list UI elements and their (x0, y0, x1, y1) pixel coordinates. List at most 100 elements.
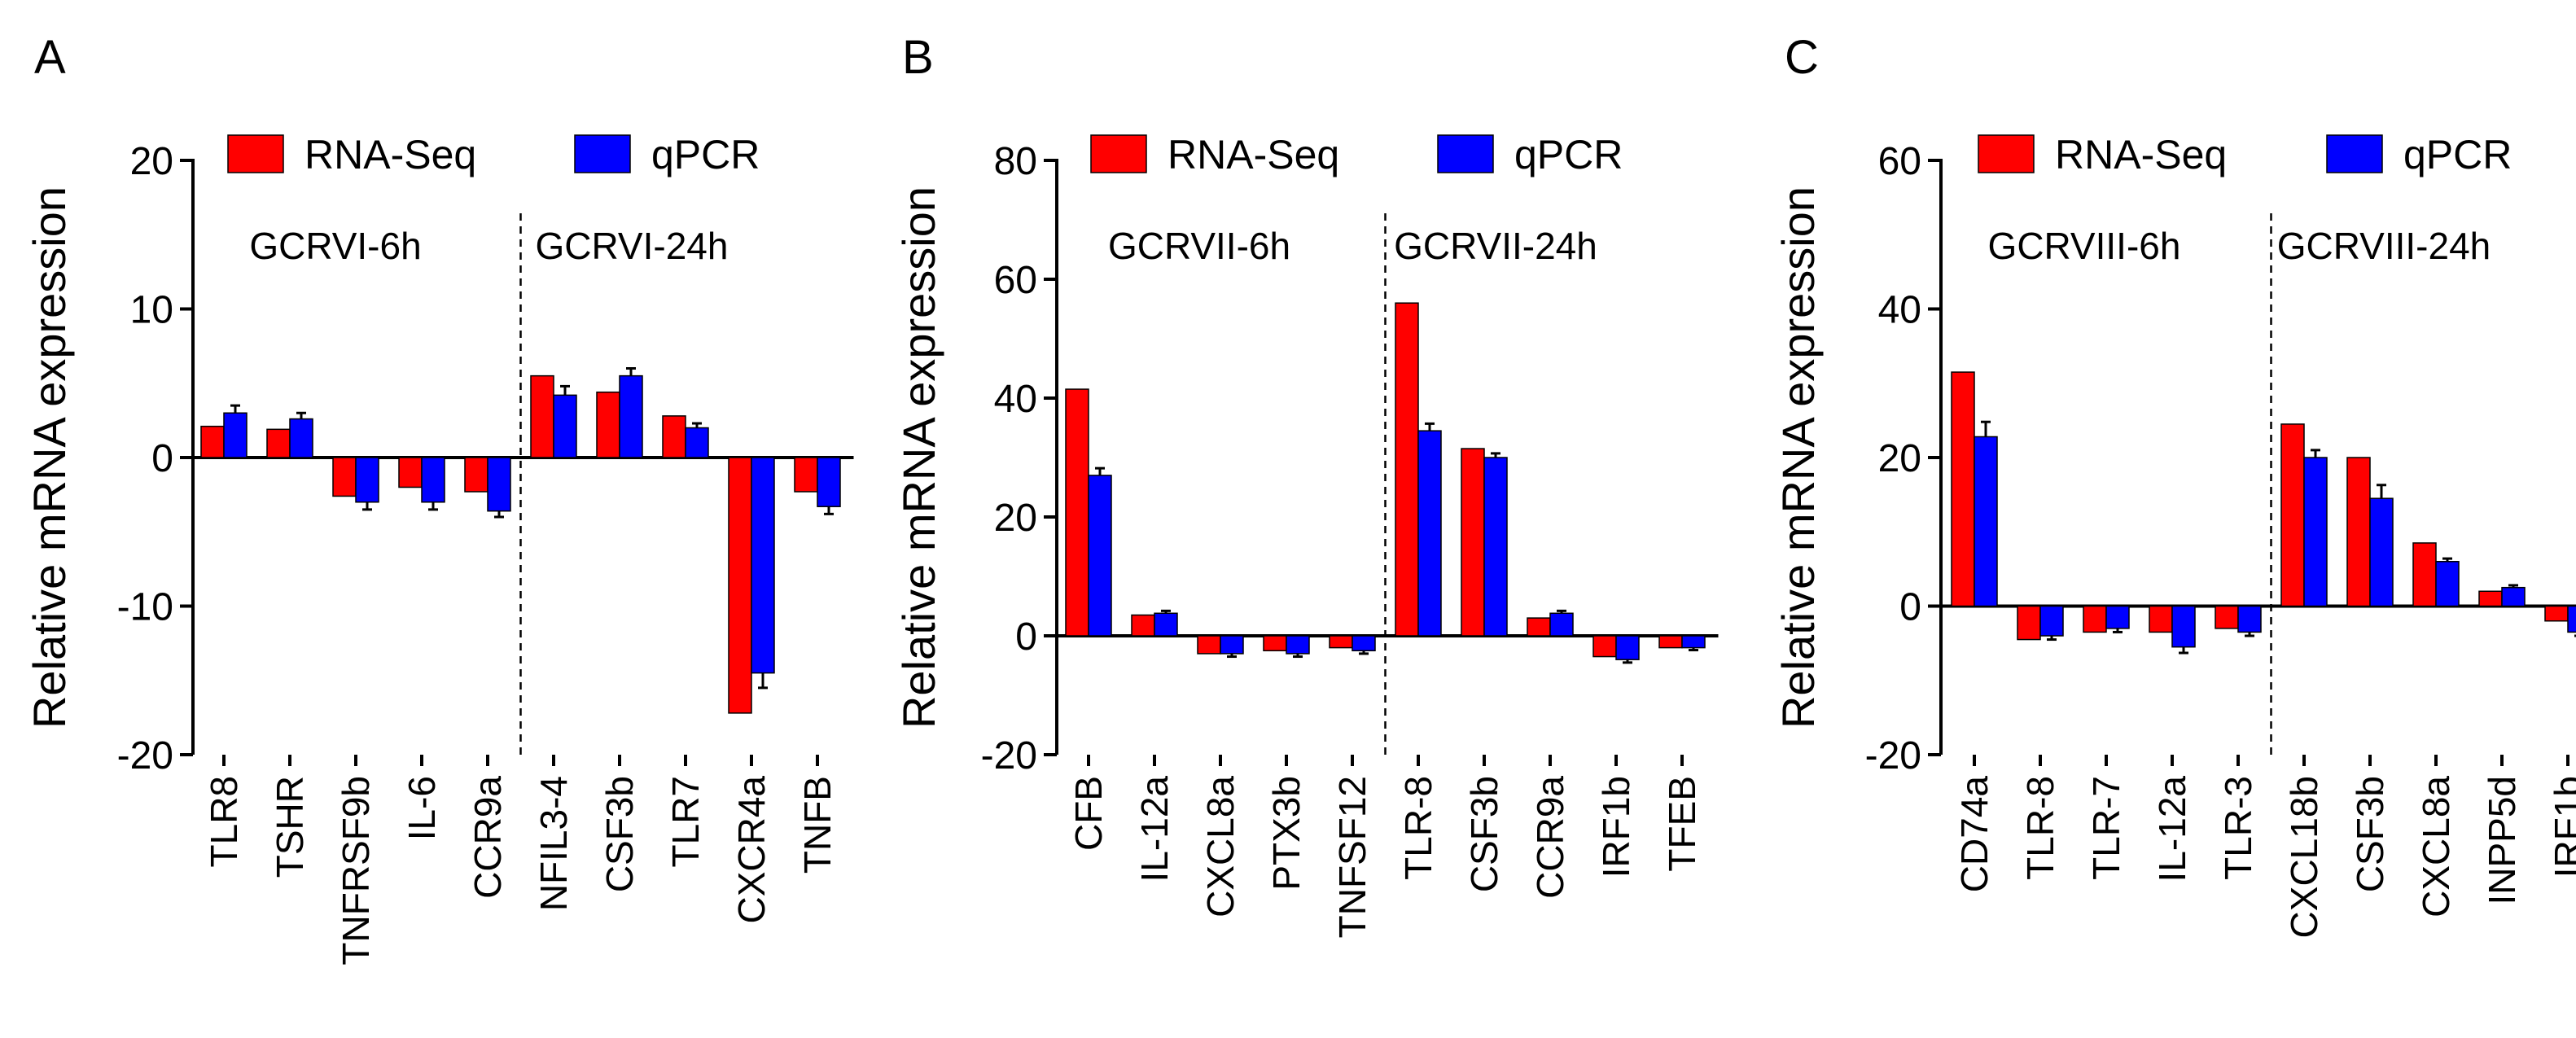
panel-b: B Relative mRNA expression 80 60 40 20 0 -20 GCR… (893, 31, 1719, 938)
x-tick-label: TFEB (1661, 776, 1703, 872)
legend-label-qpcr: qPCR (1514, 132, 1623, 177)
bar-rnaseq-tlr-8 (1395, 302, 1419, 637)
bar-rnaseq-il-12a (1131, 614, 1155, 637)
panel-letter: B (902, 31, 934, 84)
legend-swatch-rnaseq (227, 134, 284, 173)
x-tick-label: CSF3b (1463, 776, 1505, 892)
bar-rnaseq-csf3b (2346, 457, 2371, 607)
y-tick-label: 40 (994, 378, 1037, 421)
bar-rnaseq-cd74a (1951, 371, 1975, 607)
bar-qpcr-il-12a (1154, 612, 1178, 637)
y-tick-label: 20 (1878, 437, 1921, 480)
bar-qpcr-il-12a (2171, 605, 2196, 648)
legend-swatch-rnaseq (1978, 134, 2035, 173)
x-tick-label: CSF3b (2349, 776, 2391, 892)
x-tick-label: IRF1b (2547, 776, 2576, 878)
bar-qpcr-tshr (289, 418, 313, 458)
bar-rnaseq-il-6 (398, 457, 423, 488)
bar-qpcr-csf3b (1483, 457, 1508, 637)
group-label-2: GCRVII-24h (1394, 225, 1597, 267)
bar-rnaseq-tnfb (794, 457, 818, 493)
bar-qpcr-ccr9a (1549, 612, 1574, 637)
bar-rnaseq-cxcr4a (728, 457, 752, 714)
bar-rnaseq-nfil3-4 (530, 374, 554, 458)
bar-qpcr-nfil3-4 (553, 394, 577, 458)
legend-swatch-qpcr (1437, 134, 1494, 173)
legend-swatch-rnaseq (1090, 134, 1147, 173)
legend-label-rnaseq: RNA-Seq (304, 132, 476, 177)
bar-qpcr-cxcl18b (2303, 457, 2328, 607)
bar-qpcr-ccr9a (487, 457, 511, 512)
y-tick-label: -20 (117, 734, 173, 777)
y-tick-label: 40 (1878, 289, 1921, 332)
bar-rnaseq-tnfrsf9b (332, 457, 357, 497)
bar-qpcr-inpp5d (2501, 586, 2526, 607)
y-tick-label: -10 (117, 586, 173, 629)
x-tick-label: TLR-7 (2085, 776, 2127, 880)
bar-rnaseq-ptx3b (1263, 635, 1287, 651)
bar-qpcr-ptx3b (1286, 635, 1310, 655)
bar-qpcr-tlr-7 (2105, 605, 2130, 629)
bar-rnaseq-il-12a (2149, 605, 2173, 633)
bar-rnaseq-tlr-3 (2215, 605, 2239, 629)
group-label-1: GCRVII-6h (1108, 225, 1290, 267)
x-tick-label: TNFB (796, 776, 839, 874)
y-axis-label: Relative mRNA expression (893, 186, 944, 729)
bar-qpcr-tlr7 (685, 427, 709, 458)
bar-qpcr-il-6 (421, 457, 445, 503)
group-label-2: GCRVI-24h (536, 225, 729, 267)
y-tick-label: 0 (1899, 586, 1921, 629)
x-tick-label: CCR9a (1529, 776, 1571, 899)
x-tick-label: CXCL18b (2283, 776, 2325, 938)
bar-rnaseq-csf3b (596, 391, 620, 458)
bar-qpcr-irf1b (2567, 605, 2576, 633)
x-tick-label: CFB (1067, 776, 1110, 851)
bar-rnaseq-cxcl18b (2280, 423, 2305, 607)
bar-rnaseq-tlr-7 (2083, 605, 2107, 633)
bar-qpcr-cxcl8a (2435, 561, 2460, 607)
x-tick-label: TLR7 (664, 776, 707, 867)
bar-qpcr-cfb (1088, 475, 1112, 637)
y-tick-label: 0 (1015, 615, 1037, 659)
x-tick-label: CXCR4a (730, 776, 773, 924)
y-tick-label: 60 (994, 259, 1037, 302)
x-tick-label: TNFRSF9b (335, 776, 377, 966)
y-axis-label: Relative mRNA expression (24, 186, 75, 729)
y-tick-label: -20 (981, 734, 1037, 777)
bar-rnaseq-tlr-8 (2017, 605, 2041, 641)
y-tick-label: 0 (151, 437, 173, 480)
bar-rnaseq-irf1b (1592, 635, 1617, 658)
panel-a: A Relative mRNA expression 20 10 0 -10 -20 GCRV… (24, 31, 854, 966)
x-tick-label: TLR-8 (1397, 776, 1439, 880)
y-tick-label: 20 (994, 497, 1037, 540)
bar-rnaseq-tlr8 (200, 425, 225, 458)
y-tick-label: 60 (1878, 140, 1921, 183)
x-tick-label: CXCL8a (1199, 776, 1242, 918)
group-label-2: GCRVIII-24h (2277, 225, 2491, 267)
bar-rnaseq-tlr7 (662, 415, 686, 458)
bar-qpcr-tnfrsf9b (355, 457, 379, 503)
bar-qpcr-tlr-8 (2039, 605, 2064, 637)
x-tick-label: IRF1b (1595, 776, 1637, 878)
bar-qpcr-tlr8 (223, 412, 248, 458)
group-label-1: GCRVIII-6h (1988, 225, 2181, 267)
bar-rnaseq-irf1b (2544, 605, 2569, 622)
y-tick-label: 80 (994, 140, 1037, 183)
bar-rnaseq-cxcl8a (2412, 542, 2437, 607)
x-tick-label: TSHR (269, 776, 311, 878)
x-tick-label: CSF3b (598, 776, 641, 892)
bar-qpcr-tfeb (1681, 635, 1706, 649)
bar-qpcr-cxcr4a (751, 457, 775, 674)
group-label-1: GCRVI-6h (249, 225, 421, 267)
bar-rnaseq-cfb (1065, 388, 1089, 637)
bar-rnaseq-inpp5d (2478, 590, 2503, 607)
y-tick-label: 10 (130, 289, 173, 332)
bar-qpcr-tnfb (817, 457, 841, 507)
x-tick-label: IL-12a (2151, 776, 2193, 883)
x-tick-label: INPP5d (2481, 776, 2523, 905)
bar-rnaseq-tfeb (1658, 635, 1683, 649)
bar-rnaseq-tnfsf12 (1329, 635, 1353, 649)
bar-qpcr-irf1b (1615, 635, 1640, 660)
bar-qpcr-tlr-8 (1417, 430, 1442, 637)
